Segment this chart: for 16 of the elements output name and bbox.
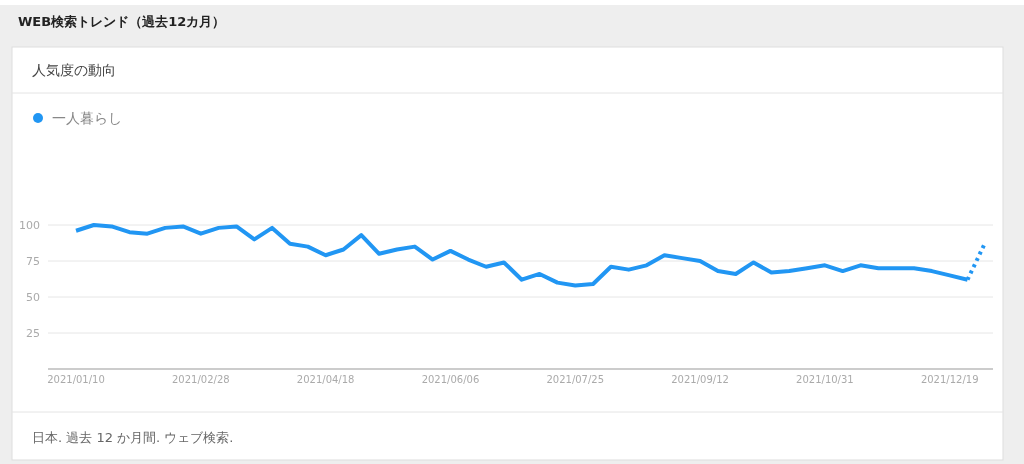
x-tick-label: 2021/06/06	[421, 374, 480, 385]
text: 日本. 過去 12 か月間. ウェブ検索.	[32, 430, 234, 445]
x-tick-label: 2021/12/19	[920, 374, 979, 385]
y-tick-label: 25	[26, 327, 40, 340]
legend-label: 一人暮らし	[52, 110, 122, 126]
x-tick-label: 2021/04/18	[296, 374, 355, 385]
y-tick-label: 100	[19, 219, 40, 232]
x-tick-label: 2021/09/12	[671, 374, 729, 385]
chart-subtitle: 人気度の動向	[32, 62, 116, 78]
chart-title: WEB検索トレンド（過去12カ月）	[18, 14, 226, 29]
x-tick-label: 2021/02/28	[172, 374, 230, 385]
y-tick-label: 50	[26, 291, 40, 304]
x-tick-label: 2021/10/31	[796, 374, 854, 385]
x-tick-label: 2021/07/25	[546, 374, 605, 385]
x-tick-label: 2021/01/10	[47, 374, 105, 385]
y-tick-label: 75	[26, 255, 40, 268]
